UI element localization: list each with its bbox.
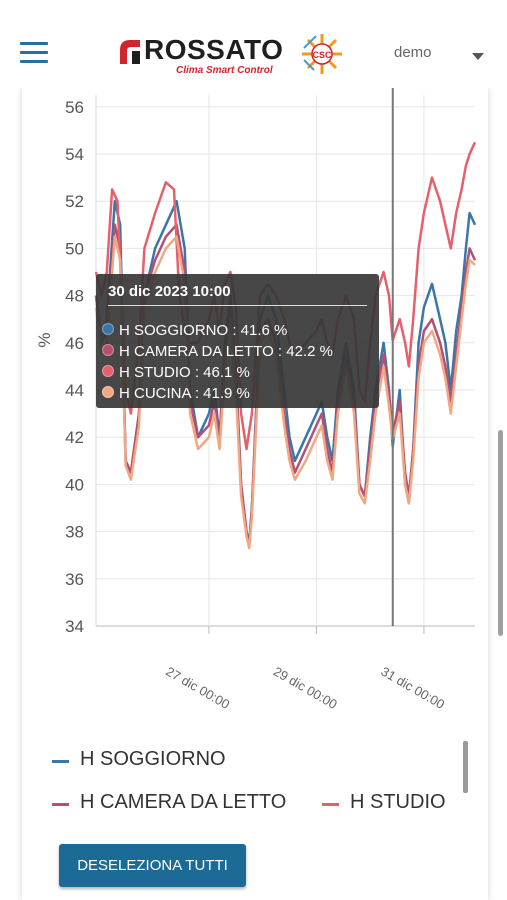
x-tick-label: 31 dic 00:00 [378,664,447,712]
svg-text:CSC: CSC [312,50,332,60]
y-tick-label: 44 [65,381,84,400]
series-line-h-cucina[interactable] [94,235,476,550]
x-tick-label: 27 dic 00:00 [163,664,232,712]
chevron-down-icon [472,53,484,60]
y-axis: 56 54 52 50 48 46 44 42 40 38 36 34 [65,98,84,636]
tooltip: 30 dic 2023 10:00 H SOGGIORNO : 41.6 % H… [96,274,379,408]
page-scrollbar[interactable] [498,430,503,636]
legend-label: H CAMERA DA LETTO [80,791,287,813]
legend-swatch [52,760,69,763]
logo-text: ROSSATO [144,34,284,65]
tooltip-row-text: H CUCINA : 41.9 % [119,385,250,402]
y-tick-label: 38 [65,523,84,542]
y-tick-label: 48 [65,287,84,306]
tooltip-dot-cucina [102,386,114,398]
x-axis: 27 dic 00:00 29 dic 00:00 31 dic 00:00 [163,664,447,712]
tooltip-dot-camera [102,344,114,356]
y-tick-label: 56 [65,98,84,117]
tooltip-row-text: H CAMERA DA LETTO : 42.2 % [119,343,333,360]
tooltip-row: H SOGGIORNO : 41.6 % [102,322,287,342]
tooltip-title: 30 dic 2023 10:00 [108,283,231,300]
y-tick-label: 40 [65,475,84,494]
tooltip-dot-soggiorno [102,323,114,335]
legend-item-camera-da-letto[interactable]: H CAMERA DA LETTO [52,791,312,817]
legend-scrollbar[interactable] [463,741,468,793]
rossato-logo: ROSSATO Clima Smart Control CSC [118,34,348,78]
tooltip-row: H CUCINA : 41.9 % [102,385,250,405]
y-tick-label: 54 [65,145,84,164]
tooltip-row-text: H SOGGIORNO : 41.6 % [119,322,288,339]
deselect-all-button[interactable]: DESELEZIONA TUTTI [59,844,246,887]
legend-swatch [52,803,69,806]
user-menu[interactable]: demo [392,44,492,68]
series-line-h-camera-da-letto[interactable] [94,223,477,548]
tooltip-dot-studio [102,365,114,377]
y-axis-label: % [35,332,54,347]
logo-subtitle: Clima Smart Control [176,65,273,76]
y-tick-label: 46 [65,334,84,353]
tooltip-row: H CAMERA DA LETTO : 42.2 % [102,343,333,363]
y-tick-label: 36 [65,570,84,589]
tooltip-divider [108,305,367,306]
y-tick-label: 34 [65,617,84,636]
snow-sun-icon: CSC [302,34,342,74]
legend-swatch [322,803,339,806]
legend-label: H STUDIO [350,791,446,813]
tooltip-row: H STUDIO : 46.1 % [102,364,250,384]
y-tick-label: 42 [65,428,84,447]
series-line-h-soggiorno[interactable] [94,199,477,545]
top-bar: ROSSATO Clima Smart Control CSC demo [0,0,507,88]
legend-label: H SOGGIORNO [80,748,226,770]
x-tick-label: 29 dic 00:00 [271,664,340,712]
logo-mark-icon [120,40,140,64]
y-tick-label: 52 [65,192,84,211]
legend-item-soggiorno[interactable]: H SOGGIORNO [52,748,252,774]
menu-icon[interactable] [20,42,48,64]
legend-item-studio[interactable]: H STUDIO [322,791,462,817]
y-tick-label: 50 [65,239,84,258]
user-name: demo [394,44,432,61]
tooltip-row-text: H STUDIO : 46.1 % [119,364,250,381]
chart-legend: H SOGGIORNO H CAMERA DA LETTO H STUDIO [0,740,507,820]
